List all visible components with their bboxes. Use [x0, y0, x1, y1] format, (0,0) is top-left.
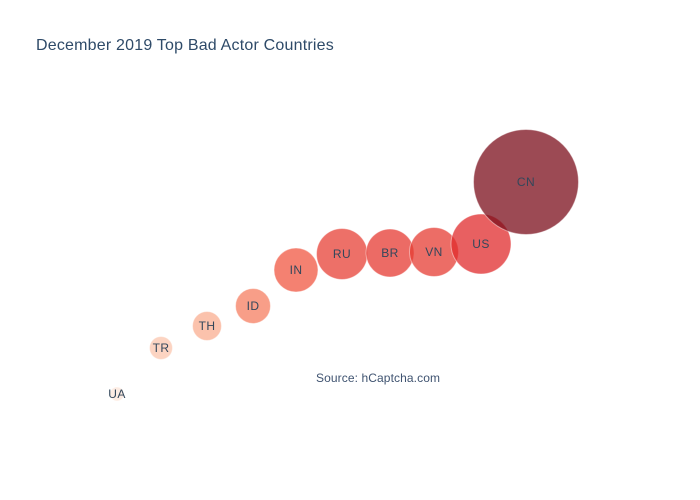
- bubble-th[interactable]: [192, 311, 222, 341]
- bubble-vn[interactable]: [409, 227, 459, 277]
- bubble-us[interactable]: [450, 213, 512, 275]
- bubble-id[interactable]: [235, 288, 271, 324]
- bubble-ru[interactable]: [316, 228, 368, 280]
- bubble-in[interactable]: [273, 247, 319, 293]
- chart-title: December 2019 Top Bad Actor Countries: [36, 37, 334, 54]
- source-caption: Source: hCaptcha.com: [316, 371, 440, 385]
- bubbles-layer: [109, 129, 579, 402]
- bubble-br[interactable]: [365, 228, 415, 278]
- bubble-ua[interactable]: [109, 386, 125, 402]
- bubble-cn[interactable]: [473, 129, 579, 235]
- bubble-tr[interactable]: [149, 336, 173, 360]
